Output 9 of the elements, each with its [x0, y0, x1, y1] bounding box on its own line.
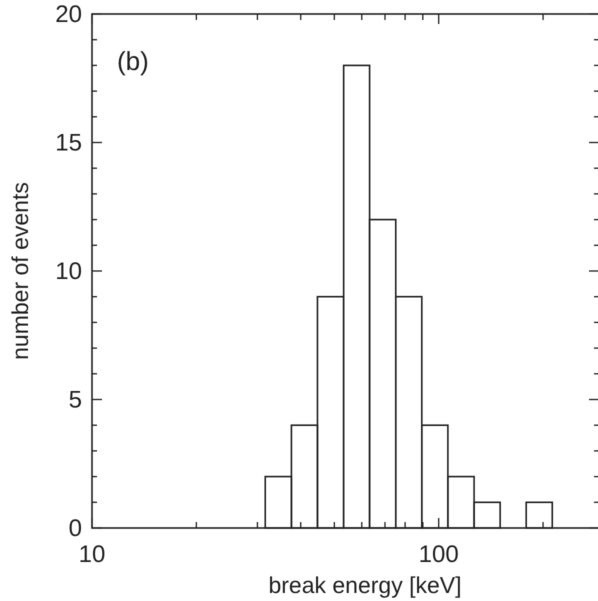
y-tick-label: 10 — [55, 258, 82, 285]
annotation: (b) — [117, 46, 149, 76]
y-tick-label: 5 — [68, 386, 82, 414]
y-tick-label: 15 — [55, 130, 82, 156]
x-tick-label: 100 — [418, 541, 459, 568]
y-tick-label: 20 — [55, 1, 82, 28]
y-axis-title: number of events — [7, 182, 33, 360]
y-tick-label: 0 — [68, 515, 82, 542]
x-axis-title: break energy [keV] — [268, 572, 462, 598]
